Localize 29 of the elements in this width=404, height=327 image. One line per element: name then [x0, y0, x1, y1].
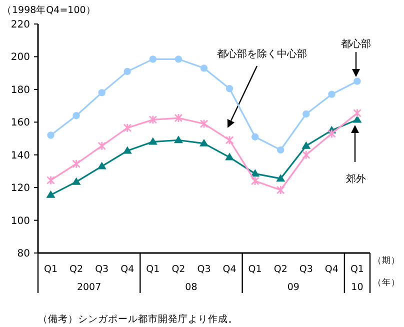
y-tick-label: 160 — [10, 118, 30, 129]
y-tick-label: 140 — [10, 150, 30, 162]
y-tick-label: 80 — [17, 248, 30, 260]
text: 09 — [287, 282, 300, 293]
x-tick-label: Q4 — [222, 264, 236, 275]
text: 2007 — [76, 282, 102, 293]
y-tick-label: 200 — [10, 52, 30, 64]
y-axis-title: （1998年Q4=100） — [2, 4, 96, 16]
x-tick-label: Q4 — [324, 264, 338, 275]
x-tick-label: Q3 — [95, 264, 109, 275]
text: （年） — [373, 277, 400, 288]
text: （期） — [373, 255, 400, 266]
y-tick-label: 100 — [10, 216, 30, 227]
x-tick-label: Q4 — [120, 264, 134, 275]
text: 08 — [185, 282, 198, 293]
x-tick-label: Q1 — [146, 264, 160, 275]
x-tick-label: Q2 — [172, 264, 186, 275]
text: （備考）シンガポール都市開発庁より作成。 — [38, 313, 238, 325]
y-tick-label: 120 — [10, 183, 30, 194]
x-tick-label: Q1 — [350, 264, 364, 275]
y-tick-label: 180 — [10, 84, 30, 96]
y-tick-label: 220 — [10, 20, 30, 30]
text: 10 — [351, 282, 364, 293]
x-tick-label: Q3 — [197, 264, 211, 275]
x-tick-label: Q2 — [70, 264, 84, 275]
x-tick-label: Q1 — [44, 264, 58, 275]
x-tick-label: Q2 — [274, 264, 288, 275]
x-tick-label: Q1 — [248, 264, 262, 275]
x-tick-label: Q3 — [299, 264, 313, 275]
